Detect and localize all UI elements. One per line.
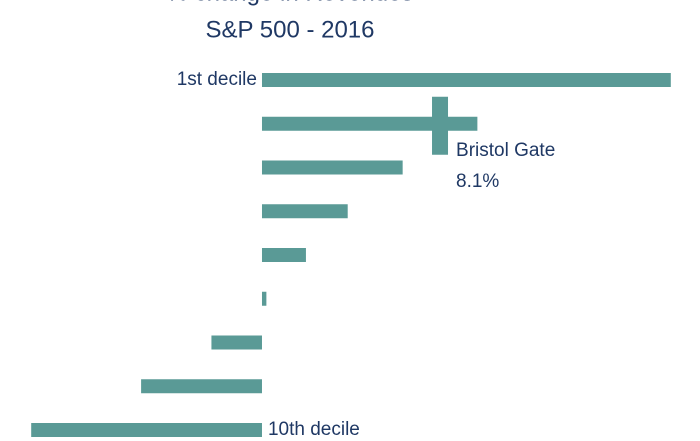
bar bbox=[261, 291, 267, 306]
category-label: 1st decile bbox=[177, 69, 257, 90]
bar bbox=[211, 335, 262, 350]
bar bbox=[31, 423, 262, 437]
bar bbox=[261, 248, 306, 262]
bar bbox=[261, 160, 403, 175]
chart-subtitle: S&P 500 - 2016 bbox=[205, 16, 374, 43]
chart-title: % change in Revenues bbox=[167, 0, 414, 6]
bar bbox=[141, 379, 262, 394]
annotation-marker bbox=[432, 96, 449, 155]
category-label: 10th decile bbox=[268, 419, 360, 440]
bar bbox=[261, 73, 671, 87]
annotation-label: Bristol Gate bbox=[456, 140, 555, 161]
annotation-value: 8.1% bbox=[456, 171, 499, 192]
bar bbox=[261, 204, 348, 219]
bar bbox=[261, 116, 478, 131]
